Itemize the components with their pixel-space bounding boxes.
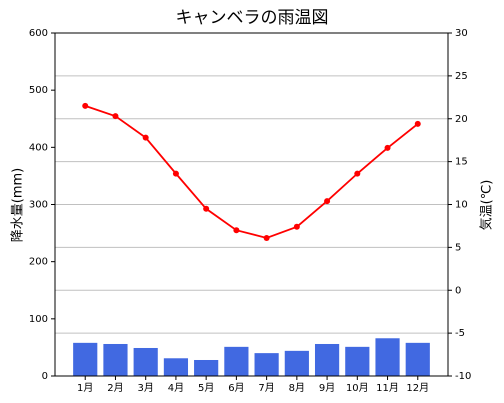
bar bbox=[194, 359, 219, 376]
plot-frame bbox=[54, 32, 449, 377]
bar bbox=[375, 338, 400, 376]
y-tick-label: 600 bbox=[29, 28, 48, 39]
x-tick-label: 4月 bbox=[168, 382, 184, 394]
line-point bbox=[384, 144, 391, 151]
line-point bbox=[203, 205, 210, 212]
line-point bbox=[142, 134, 149, 141]
y-tick-label: 300 bbox=[29, 200, 48, 211]
y2-tick-label: -5 bbox=[455, 328, 465, 339]
y-tick-label: 200 bbox=[29, 257, 48, 268]
y2-tick-label: 10 bbox=[455, 200, 468, 211]
x-tick-label: 9月 bbox=[319, 382, 335, 394]
x-tick-label: 5月 bbox=[198, 382, 214, 394]
line-point bbox=[233, 227, 240, 234]
line-point bbox=[414, 120, 421, 127]
bar bbox=[133, 347, 158, 376]
y2-tick-label: 20 bbox=[455, 114, 468, 125]
bar bbox=[405, 342, 430, 376]
x-tick-label: 12月 bbox=[406, 382, 429, 394]
y2-tick-label: 0 bbox=[455, 285, 461, 296]
x-tick-label: 3月 bbox=[138, 382, 154, 394]
line-point bbox=[293, 223, 300, 230]
x-tick-label: 8月 bbox=[289, 382, 305, 394]
line-point bbox=[172, 170, 179, 177]
y2-axis-label: 気温(℃) bbox=[479, 180, 495, 231]
x-tick-label: 1月 bbox=[77, 382, 93, 394]
bar bbox=[103, 343, 128, 376]
bar bbox=[163, 358, 189, 376]
line-point bbox=[112, 113, 119, 120]
y2-tick-label: -10 bbox=[455, 371, 471, 382]
line-point bbox=[354, 170, 361, 177]
bar bbox=[314, 343, 340, 376]
chart-title: キャンベラの雨温図 bbox=[176, 8, 329, 28]
x-tick-label: 10月 bbox=[346, 382, 369, 394]
y2-tick-label: 5 bbox=[455, 242, 461, 253]
bar bbox=[345, 346, 370, 376]
line bbox=[84, 105, 419, 239]
y2-tick-label: 30 bbox=[455, 28, 468, 39]
x-tick-label: 6月 bbox=[228, 382, 244, 394]
y-tick-label: 0 bbox=[42, 371, 48, 382]
x-tick-label: 2月 bbox=[107, 382, 123, 394]
y2-tick-label: 15 bbox=[455, 157, 468, 168]
line-point bbox=[82, 102, 89, 109]
y-tick-label: 100 bbox=[29, 314, 48, 325]
bar bbox=[224, 346, 249, 376]
x-tick-label: 11月 bbox=[376, 382, 399, 394]
y2-tick-label: 25 bbox=[455, 71, 468, 82]
bar bbox=[254, 353, 279, 376]
line-point bbox=[263, 234, 270, 241]
bar bbox=[284, 350, 309, 376]
y-tick-label: 500 bbox=[29, 85, 48, 96]
bar bbox=[73, 342, 98, 376]
y-axis-label: 降水量(mm) bbox=[11, 168, 26, 242]
line-point bbox=[324, 198, 331, 205]
y-tick-label: 400 bbox=[29, 142, 48, 153]
x-tick-label: 7月 bbox=[258, 382, 274, 394]
